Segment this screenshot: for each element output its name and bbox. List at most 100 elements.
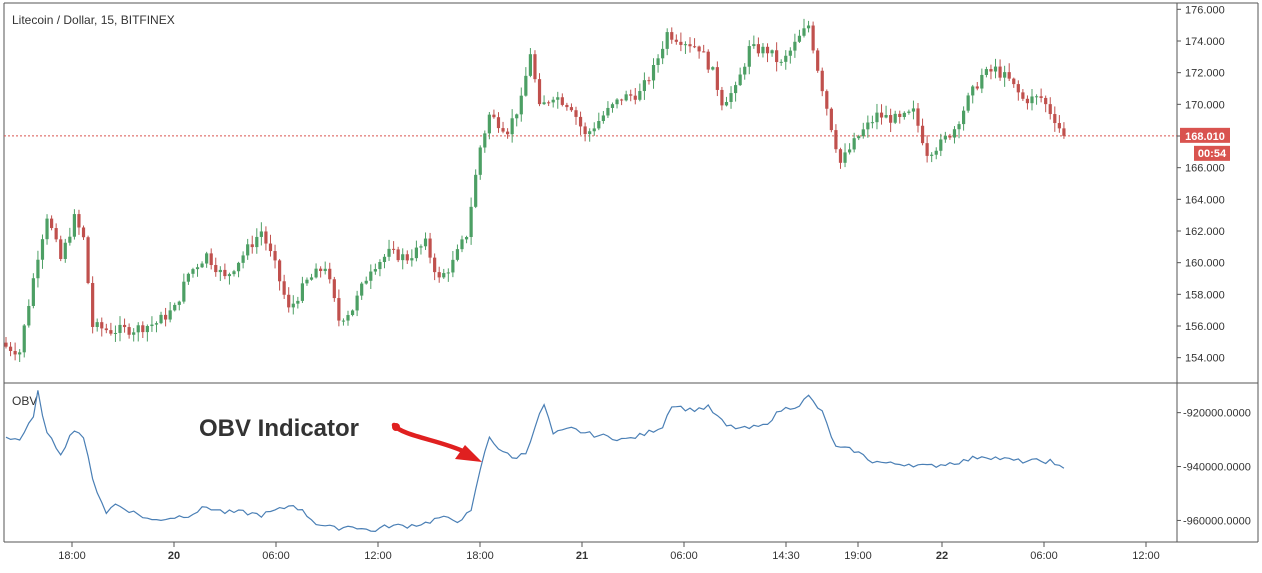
candle-body [264,231,268,244]
candle-body [697,46,701,52]
candle-body [583,126,587,135]
candle-body [1007,72,1011,79]
time-tick-label: 12:00 [364,550,392,562]
candle-body [350,310,355,316]
candle-body [474,174,478,207]
candle-body [820,70,824,92]
candle-body [382,256,387,263]
candle-body [27,305,31,326]
candle-body [36,259,40,279]
candle-body [642,80,646,92]
candle-body [13,351,17,355]
candle-body [870,122,874,124]
candle-body [843,152,847,163]
candle-body [437,272,441,278]
candle-body [182,281,186,302]
candle-body [433,257,437,273]
candle-body [893,113,897,123]
candle-body [811,25,815,51]
candle-body [164,314,168,320]
candle-body [601,115,605,122]
candle-body [460,239,464,250]
candle-body [574,110,578,117]
candle-body [31,278,35,306]
candle-body [911,108,916,112]
candle-body [1025,98,1030,104]
obv-line [5,390,1065,533]
time-tick-label: 18:00 [58,550,86,562]
candle-body [168,310,172,320]
candle-body [492,114,496,118]
time-tick-label: 22 [936,550,948,562]
time-tick-label: 20 [168,550,180,562]
candle-body [610,104,615,108]
obv-tick-label: -920000.0000 [1183,408,1251,420]
countdown-label: 00:54 [1198,148,1227,160]
candle-body [670,32,674,40]
candle-body [734,85,738,94]
candle-body [515,114,519,119]
candle-body [984,69,988,75]
obv-axis: -920000.0000 -940000.0000 -960000.0000 [1177,408,1251,527]
candle-body [661,48,665,59]
candle-body [651,65,656,81]
candle-body [323,268,327,272]
candle-body [1016,84,1020,93]
candle-body [501,128,505,132]
candle-body [633,95,637,100]
candle-body [861,129,865,137]
candle-body [875,112,879,123]
price-tick-label: 170.000 [1185,99,1225,111]
candle-body [191,269,195,274]
candle-body [360,283,364,296]
candle-body [496,117,501,129]
candle-body [829,108,833,131]
candle-body [378,262,382,270]
time-tick-label: 06:00 [1030,550,1058,562]
price-tick-label: 160.000 [1185,258,1225,270]
candle-body [524,75,528,96]
candle-body [4,342,8,347]
candle-body [506,131,510,135]
price-tick-label: 154.000 [1185,353,1225,365]
obv-annotation: OBV Indicator [199,415,482,462]
candle-body [578,116,583,127]
candle-body [1021,92,1025,99]
candle-body [428,238,432,258]
candle-body [127,327,131,335]
candle-body [273,251,277,261]
price-tick-label: 176.000 [1185,4,1225,16]
candle-body [711,67,715,70]
candle-body [246,244,250,256]
candle-body [300,283,304,301]
candle-body [109,330,113,334]
obv-tick-label: -940000.0000 [1183,462,1251,474]
candle-body [77,214,81,228]
candle-body [145,326,149,333]
candle-body [113,332,118,334]
candle-body [1012,78,1016,85]
candle-body [615,99,619,105]
candle-body [209,253,213,266]
candle-body [236,262,241,272]
candle-body [565,104,569,108]
candle-body [195,267,200,270]
candle-body [939,139,943,151]
candle-body [857,136,861,139]
candle-body [305,279,309,284]
candle-body [451,259,455,273]
candle-body [702,51,706,53]
candle-body [218,269,222,273]
candle-body [848,149,852,153]
candle-body [278,260,282,282]
price-tick-label: 166.000 [1185,163,1225,175]
candle-body [551,99,555,103]
candle-body [971,86,975,96]
price-tick-label: 158.000 [1185,289,1225,301]
candle-body [314,268,318,278]
candle-body [597,121,601,129]
candle-body [50,218,54,229]
candle-body [1057,123,1061,129]
time-tick-label: 19:00 [844,550,872,562]
